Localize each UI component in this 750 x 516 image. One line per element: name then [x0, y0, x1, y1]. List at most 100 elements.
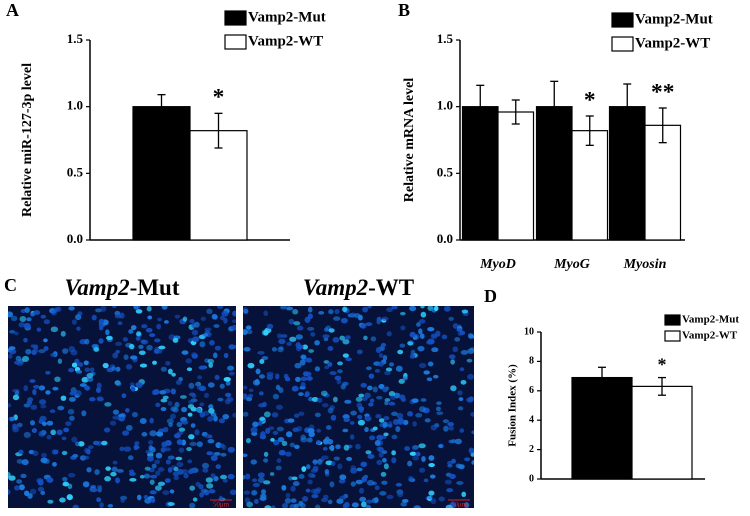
nucleus — [286, 341, 292, 347]
nucleus — [336, 379, 342, 385]
nucleus — [155, 452, 163, 459]
nucleus — [66, 494, 73, 501]
nucleus — [147, 440, 154, 445]
nucleus — [189, 441, 197, 447]
nucleus — [314, 340, 320, 346]
nucleus — [84, 367, 91, 373]
nucleus — [190, 423, 196, 428]
nucleus — [82, 455, 90, 460]
nucleus — [217, 306, 224, 310]
nucleus — [296, 325, 304, 331]
nucleus — [344, 399, 352, 404]
nucleus — [359, 496, 367, 502]
nucleus — [374, 439, 381, 446]
nucleus — [43, 346, 49, 351]
nucleus — [381, 480, 388, 485]
nucleus — [408, 475, 414, 482]
nucleus — [378, 452, 384, 458]
nucleus — [8, 403, 12, 408]
nucleus — [400, 501, 407, 507]
nucleus — [382, 355, 388, 361]
nucleus — [396, 412, 404, 419]
nucleus — [110, 471, 117, 477]
nucleus — [121, 393, 127, 399]
nucleus — [104, 476, 111, 482]
nucleus — [111, 366, 116, 371]
nucleus — [125, 424, 133, 431]
nucleus — [391, 411, 398, 417]
nucleus — [134, 441, 140, 446]
nucleus — [46, 434, 52, 440]
nucleus — [451, 439, 456, 444]
nucleus — [206, 308, 213, 315]
nucleus — [324, 365, 330, 370]
nucleus — [186, 367, 193, 372]
nucleus — [409, 451, 417, 456]
nucleus — [276, 333, 282, 339]
nucleus — [9, 330, 16, 334]
nucleus — [447, 421, 454, 427]
y-tick-label: 6 — [529, 385, 534, 396]
nucleus — [430, 424, 437, 431]
nucleus — [355, 479, 363, 485]
nucleus — [332, 337, 340, 343]
nucleus — [257, 472, 265, 478]
nucleus — [243, 393, 248, 400]
nucleus — [115, 366, 121, 372]
nucleus — [285, 451, 292, 457]
nucleus — [115, 381, 122, 387]
nucleus — [294, 362, 302, 369]
image-title: Vamp2-WT — [303, 275, 414, 300]
nucleus — [208, 404, 214, 410]
nucleus — [281, 484, 287, 491]
nucleus — [395, 365, 403, 372]
nucleus — [90, 487, 98, 493]
nucleus — [383, 415, 390, 421]
nucleus — [231, 319, 236, 324]
nucleus — [245, 437, 251, 444]
nucleus — [285, 431, 293, 438]
panel-label: A — [6, 0, 19, 20]
nucleus — [59, 497, 66, 503]
nucleus — [429, 474, 436, 479]
nucleus — [308, 396, 313, 402]
nucleus — [168, 422, 173, 427]
nucleus — [63, 427, 70, 433]
nucleus — [50, 326, 59, 333]
nucleus — [187, 412, 193, 417]
nucleus — [263, 451, 269, 457]
nucleus — [84, 447, 89, 454]
nucleus — [466, 358, 473, 363]
nucleus — [374, 497, 379, 503]
nucleus — [40, 314, 47, 319]
nucleus — [243, 411, 249, 417]
nucleus — [367, 306, 372, 309]
nucleus — [467, 373, 474, 380]
nucleus — [418, 443, 426, 449]
nucleus — [211, 313, 218, 320]
nucleus — [292, 427, 299, 433]
nucleus — [160, 398, 168, 403]
nucleus — [188, 434, 195, 440]
nucleus — [415, 413, 423, 418]
nucleus — [155, 402, 161, 408]
nucleus — [61, 436, 67, 441]
nucleus — [266, 374, 274, 381]
nucleus — [460, 379, 467, 385]
nucleus — [68, 306, 75, 311]
nucleus — [130, 355, 138, 360]
nucleus — [22, 355, 30, 362]
nucleus — [115, 349, 120, 354]
nucleus — [325, 460, 333, 466]
nucleus — [26, 317, 32, 322]
nucleus — [243, 329, 248, 335]
nucleus — [162, 395, 169, 400]
nucleus — [328, 445, 334, 450]
nucleus — [433, 306, 439, 312]
nucleus — [227, 473, 235, 480]
nucleus — [259, 416, 266, 421]
nucleus — [149, 417, 154, 424]
scale-bar-label: 50μm — [451, 501, 468, 509]
error-bar — [476, 84, 485, 129]
nucleus — [314, 366, 321, 372]
